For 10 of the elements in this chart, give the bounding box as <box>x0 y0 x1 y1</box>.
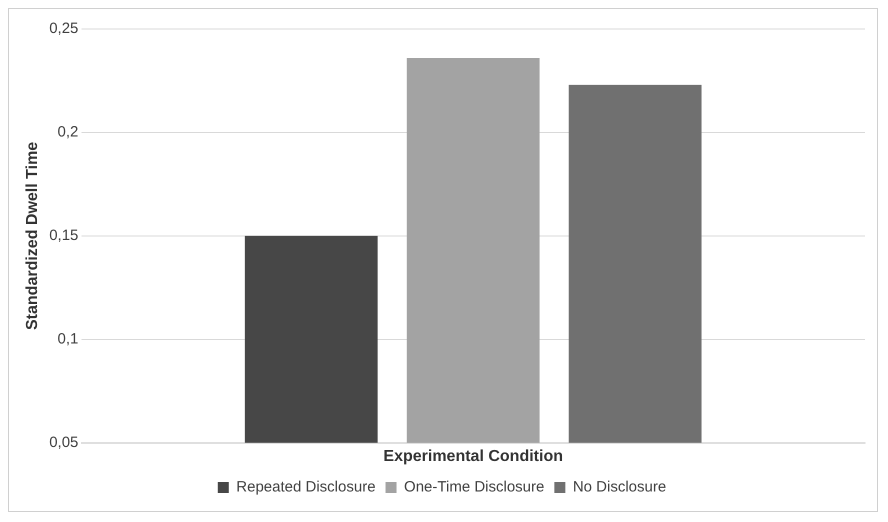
y-axis-title: Standardized Dwell Time <box>24 142 42 330</box>
y-tick-label: 0,25 <box>49 20 78 38</box>
legend-label: No Disclosure <box>572 478 666 496</box>
y-tick-label: 0,15 <box>49 227 78 244</box>
y-tick-label: 0,2 <box>58 124 78 141</box>
legend-label: One-Time Disclosure <box>404 478 544 496</box>
y-tick-label: 0,05 <box>49 434 78 451</box>
y-tick-label: 0,1 <box>58 330 78 348</box>
legend-label: Repeated Disclosure <box>236 478 376 496</box>
x-axis-title: Experimental Condition <box>383 448 563 465</box>
